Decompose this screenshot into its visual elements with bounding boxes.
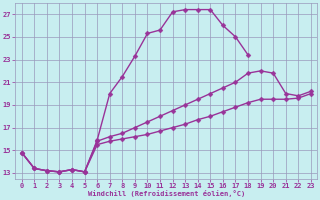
X-axis label: Windchill (Refroidissement éolien,°C): Windchill (Refroidissement éolien,°C) [88,190,245,197]
